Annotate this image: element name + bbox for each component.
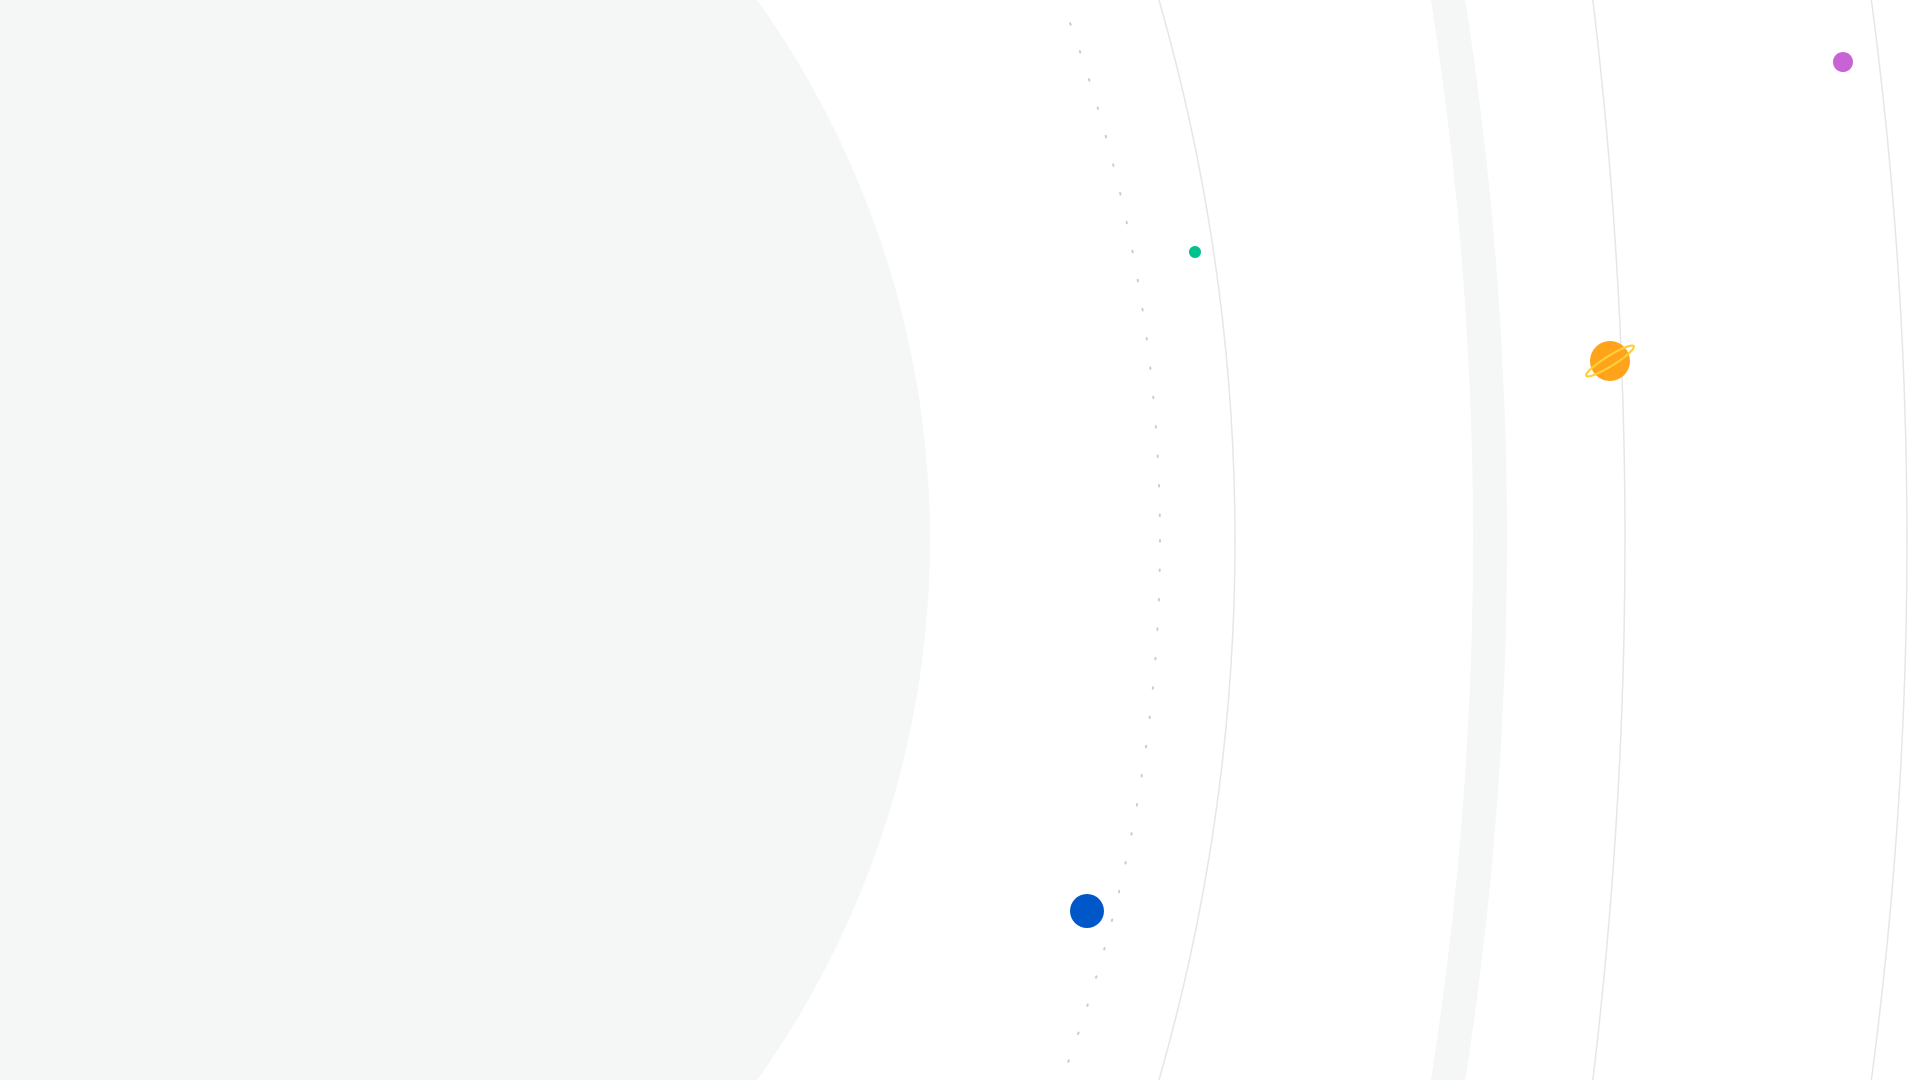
ringed-planet xyxy=(1584,341,1637,381)
green-planet xyxy=(1189,246,1201,258)
sun-disc xyxy=(0,0,930,1080)
purple-planet xyxy=(1833,52,1853,72)
blue-planet xyxy=(1070,894,1104,928)
